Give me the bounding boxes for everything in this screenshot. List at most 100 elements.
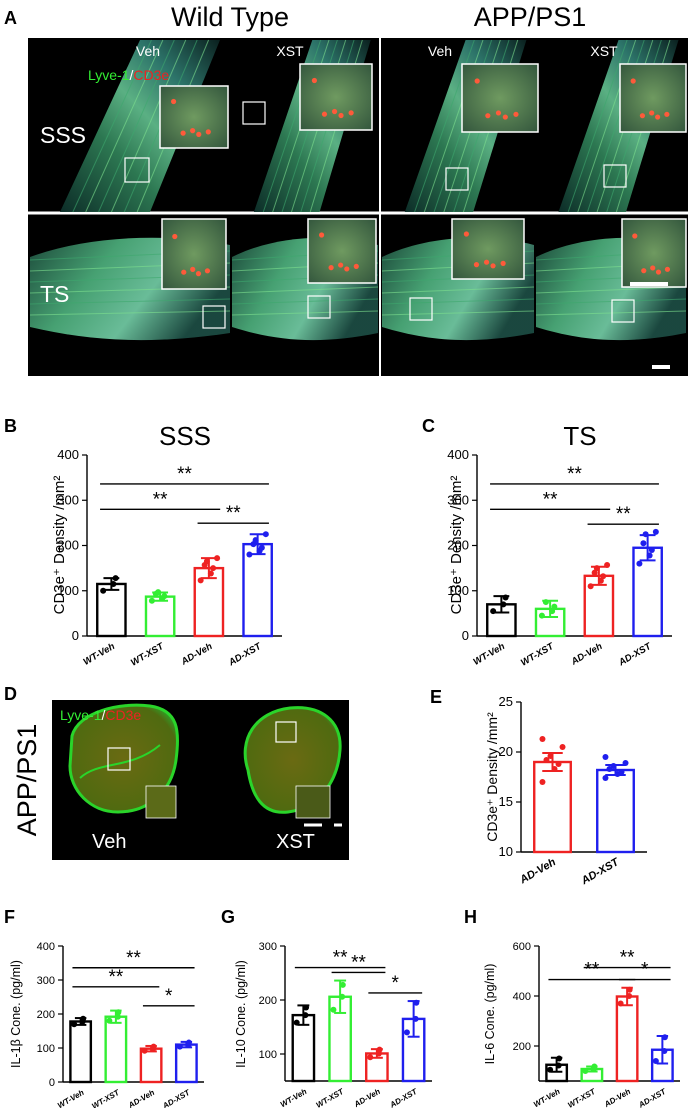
cd3e-cell [311, 77, 317, 84]
cd3e-cell [172, 233, 178, 240]
data-point [502, 594, 509, 601]
micrograph-tile [29, 218, 231, 341]
data-point [640, 540, 647, 547]
cd3e-cell [195, 271, 202, 277]
cd3e-cell [500, 260, 506, 266]
data-point [252, 537, 259, 544]
data-point [210, 565, 217, 572]
data-point [214, 555, 221, 562]
zoom-inset [307, 218, 377, 284]
data-point [626, 993, 633, 999]
fibre-strand [381, 298, 535, 305]
cd3e-cell [181, 269, 187, 275]
data-point [302, 1012, 309, 1019]
data-point [539, 779, 546, 785]
significance-label: ** [333, 948, 348, 969]
data-point [617, 1000, 624, 1007]
stain-separator: / [130, 67, 134, 83]
y-tick-label: 400 [447, 447, 469, 462]
x-tick-label: WT-Veh [56, 1088, 86, 1108]
data-point [367, 1054, 374, 1061]
data-point [413, 999, 420, 1006]
cd3e-cell [664, 266, 671, 272]
chart-h: H IL-6 Cone. (pg/ml) 200 400 600 WT-Veh WT-XST… [464, 907, 680, 1108]
data-point [112, 575, 119, 582]
significance-label: ** [126, 948, 141, 969]
stain-label-a: Lyve-1/CD3e [88, 67, 169, 83]
significance-label: * [392, 973, 400, 994]
x-tick-label: AD-Veh [602, 1087, 632, 1108]
zoom-inset [619, 63, 687, 133]
bar [69, 1020, 93, 1084]
cd3e-cell [639, 113, 646, 119]
significance-label: ** [177, 464, 192, 485]
y-tick-label: 100 [57, 583, 79, 598]
y-tick-label: 200 [57, 538, 79, 553]
cd3e-cell [196, 131, 202, 137]
data-point [114, 1013, 121, 1020]
significance-label: ** [584, 960, 599, 981]
x-tick-label: AD-XST [616, 640, 654, 668]
cd3e-cell [641, 268, 647, 274]
data-point [602, 754, 609, 760]
roi-box [409, 297, 433, 321]
cd3e-cell [630, 78, 636, 84]
bar [533, 760, 572, 854]
column-label-ad-veh: Veh [428, 43, 452, 59]
data-point [412, 1015, 419, 1022]
data-point [339, 981, 346, 988]
data-point [110, 580, 117, 587]
micrograph-tile [535, 218, 687, 341]
significance-label: ** [543, 489, 558, 510]
cd3e-cell [338, 112, 344, 119]
y-axis-label: CD3e⁺ Density /mm² [484, 712, 500, 842]
data-point [591, 569, 598, 576]
y-tick-label: 300 [259, 941, 277, 953]
stain-label-d: Lyve-1/CD3e [60, 707, 141, 723]
cd3e-cell [353, 263, 359, 269]
micrograph-tile [60, 39, 229, 213]
micrograph-tile [558, 39, 687, 213]
cd3e-cell [474, 78, 480, 84]
cd3e-cell [205, 129, 211, 135]
data-point [551, 603, 558, 610]
x-tick-label: WT-XST [519, 640, 557, 668]
data-point [185, 1039, 192, 1046]
data-point [587, 583, 594, 590]
x-tick-label: AD-Veh [126, 1088, 156, 1108]
data-point [652, 528, 659, 535]
stain-separator-d: / [102, 707, 106, 723]
x-tick-label: WT-Veh [279, 1087, 309, 1108]
cd3e-cell [171, 98, 177, 105]
panel-letter: C [422, 416, 435, 436]
column-label-ad-xst: XST [590, 43, 618, 59]
chart-title: TS [563, 421, 596, 451]
bar [615, 995, 639, 1083]
data-point [551, 766, 558, 772]
y-tick-label: 100 [447, 583, 469, 598]
data-point [148, 597, 155, 604]
y-tick-label: 400 [57, 447, 79, 462]
panel-letter: F [4, 907, 15, 927]
y-tick-label: 400 [513, 991, 531, 1003]
data-point [339, 993, 346, 1000]
y-tick-label: 15 [499, 794, 513, 809]
cd3e-cell [473, 262, 480, 268]
cd3e-cell [190, 128, 196, 134]
panel-letter: G [221, 907, 235, 927]
cd3e-cell [180, 130, 186, 136]
significance-label: ** [108, 967, 123, 988]
data-point [636, 560, 643, 567]
significance-label: * [165, 986, 173, 1007]
y-tick-label: 25 [499, 694, 513, 709]
x-tick-label: WT-Veh [472, 641, 508, 668]
micrograph-tile [381, 218, 535, 341]
data-point [610, 763, 617, 769]
data-point [197, 577, 204, 584]
significance-label: * [641, 960, 649, 981]
data-point [490, 608, 497, 615]
panel-d: D APP/PS1 Lyve-1/CD3e Veh XST [4, 684, 349, 860]
micrograph-tiles [29, 39, 687, 369]
x-tick-label: AD-Veh [352, 1087, 382, 1108]
x-tick-label: AD-XST [226, 640, 264, 668]
